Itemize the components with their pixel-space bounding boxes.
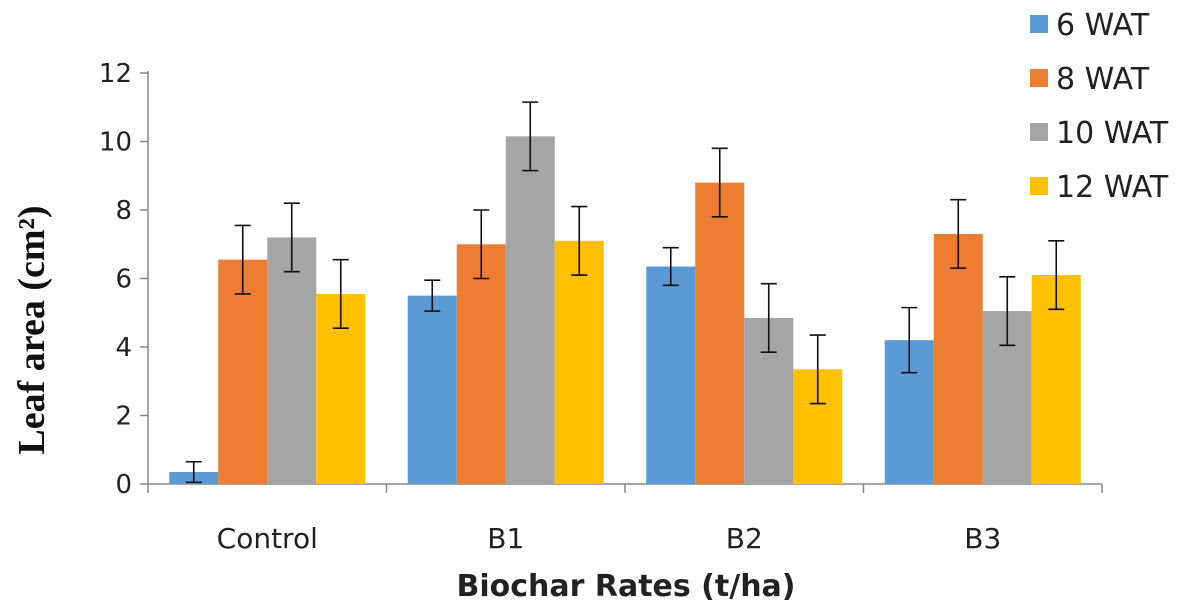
- x-category-label: B3: [964, 522, 1001, 555]
- bar: [554, 240, 604, 484]
- y-tick-label: 8: [115, 196, 132, 226]
- y-tick-label: 10: [99, 128, 132, 158]
- bar: [267, 237, 317, 484]
- y-tick-label: 6: [115, 265, 132, 295]
- legend-label: 8 WAT: [1056, 62, 1150, 97]
- legend: 6 WAT 8 WAT 10 WAT 12 WAT: [1030, 8, 1169, 205]
- bar: [695, 182, 745, 484]
- bar: [407, 295, 457, 484]
- legend-swatch: [1030, 177, 1048, 195]
- bar: [456, 244, 506, 484]
- y-tick-label: 2: [115, 402, 132, 432]
- y-tick-label: 12: [99, 59, 132, 89]
- x-category-label: Control: [217, 522, 318, 555]
- bar: [218, 259, 268, 484]
- legend-label: 10 WAT: [1056, 116, 1169, 151]
- legend-swatch: [1030, 15, 1048, 33]
- x-axis-title: Biochar Rates (t/ha): [456, 569, 795, 604]
- bar: [505, 136, 555, 485]
- plot-area: [147, 71, 1102, 485]
- bar: [646, 266, 696, 484]
- legend-swatch: [1030, 123, 1048, 141]
- x-category-label: B1: [487, 522, 524, 555]
- x-axis-categories: Control B1 B2 B3: [147, 484, 1103, 555]
- legend-label: 6 WAT: [1056, 8, 1150, 43]
- y-axis-title: Leaf area (cm²): [11, 205, 53, 454]
- bar: [933, 233, 983, 484]
- x-category-label: B2: [726, 522, 763, 555]
- legend-swatch: [1030, 69, 1048, 87]
- y-tick-label: 4: [115, 333, 132, 363]
- y-tick-label: 0: [115, 470, 132, 500]
- y-axis-ticks: 0 2 4 6 8 10 12: [99, 59, 148, 500]
- legend-label: 12 WAT: [1056, 170, 1169, 205]
